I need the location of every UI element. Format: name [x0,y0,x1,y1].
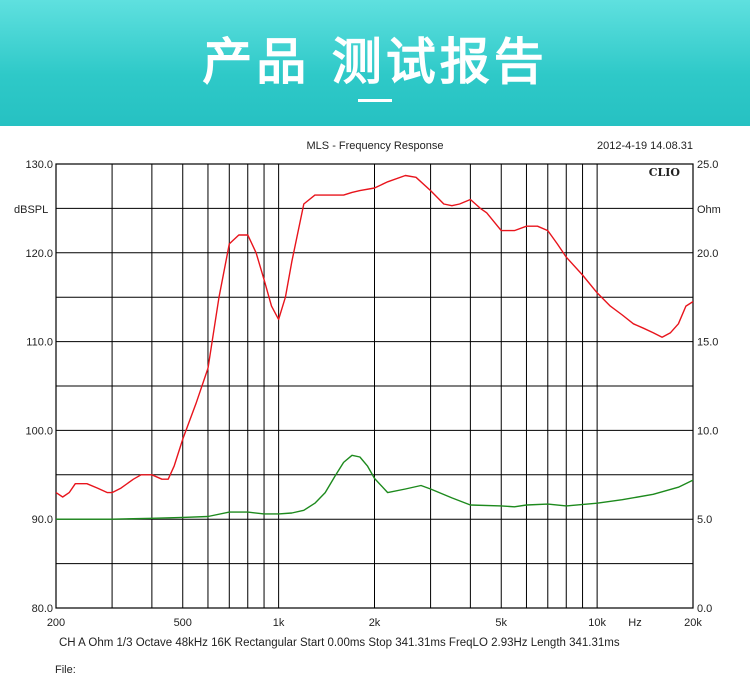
y2-tick-label: 10.0 [697,425,718,437]
y2-tick-label: 15.0 [697,337,718,349]
clio-brand: CLIO [649,166,681,179]
y-tick-label: 130.0 [25,159,53,171]
header-banner: 产品 测试报告 [0,0,750,126]
y-axis-label: dBSPL [14,204,48,216]
y2-axis-label: Ohm [697,204,721,216]
y-tick-label: 100.0 [25,425,53,437]
x-axis-label: Hz [628,617,641,629]
y-tick-label: 90.0 [32,514,53,526]
y-tick-label: 120.0 [25,248,53,260]
y2-tick-label: 0.0 [697,603,712,615]
spl-response-line [55,174,694,498]
y2-tick-label: 25.0 [697,159,718,171]
file-label: File: [55,664,76,676]
measurement-settings: CH A Ohm 1/3 Octave 48kHz 16K Rectangula… [59,637,620,649]
y2-tick-label: 5.0 [697,514,712,526]
x-tick-label: 1k [273,617,285,629]
y-tick-label: 80.0 [32,603,53,615]
x-tick-label: 20k [684,617,702,629]
x-tick-label: 5k [495,617,507,629]
x-tick-label: 200 [47,617,65,629]
x-tick-label: 500 [174,617,192,629]
chart-series [55,174,694,520]
chart-title: MLS - Frequency Response [307,140,444,152]
banner-underline [358,99,392,102]
x-tick-label: 2k [369,617,381,629]
x-tick-label: 10k [588,617,606,629]
y2-tick-label: 20.0 [697,248,718,260]
chart-grid [55,163,694,609]
y-tick-label: 110.0 [26,337,53,349]
banner-title: 产品 测试报告 [202,33,548,91]
chart-ticks: 200 500 1k 2k 5k 10k 20k 130.0 120.0 110.0 100.0 90… [25,159,718,629]
impedance-line [56,454,694,520]
plot-frame [55,163,694,609]
measurement-timestamp: 2012-4-19 14.08.31 [597,140,693,152]
